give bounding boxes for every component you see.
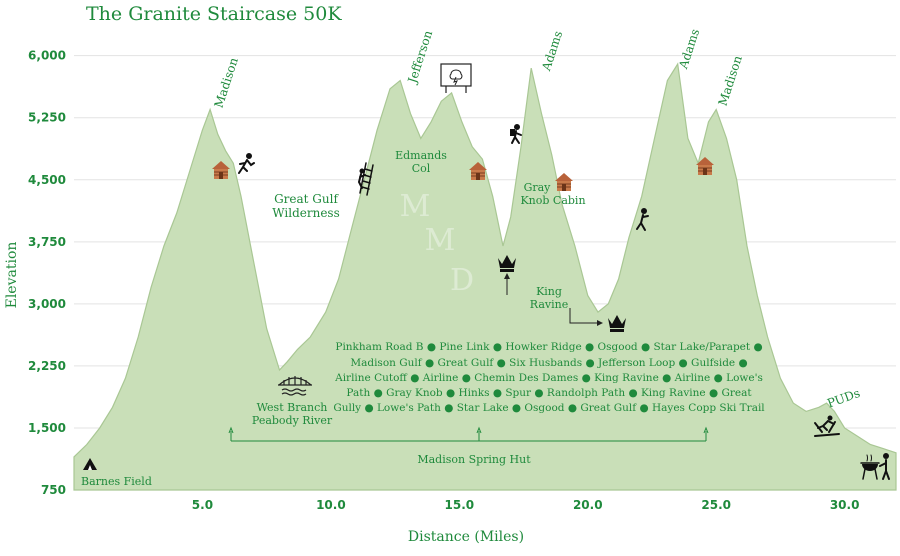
peak-label-madison-2: Madison (715, 54, 744, 108)
bridge-icon (278, 376, 312, 396)
weather-sign-icon (440, 63, 472, 93)
cabin-icon (469, 162, 487, 180)
cabin-icon (212, 161, 230, 179)
crown-icon (498, 255, 516, 272)
svg-text:Great Gulf: Great Gulf (274, 192, 339, 206)
y-axis-label: Elevation (4, 242, 20, 309)
x-axis-ticks: 5.0 10.0 15.0 20.0 25.0 30.0 (192, 498, 860, 512)
svg-text:Col: Col (412, 162, 431, 175)
y-tick-label: 750 (41, 483, 66, 497)
y-axis-ticks: 750 1,500 2,250 3,000 3,750 4,500 5,250 6,000 (28, 49, 66, 497)
x-tick-label: 20.0 (573, 498, 603, 512)
x-tick-label: 5.0 (192, 498, 213, 512)
y-tick-label: 2,250 (28, 359, 66, 373)
svg-text:Knob Cabin: Knob Cabin (520, 194, 585, 207)
cabin-icon (555, 173, 573, 191)
elevation-area-path (73, 62, 897, 491)
svg-text:King: King (536, 285, 562, 298)
grill-icon (860, 453, 890, 480)
peak-label-adams-1: Adams (539, 29, 565, 73)
madison-spring-hut-label: Madison Spring Hut (417, 453, 531, 466)
trail-line: Madison Gulf ● Great Gulf ● Six Husbands… (350, 357, 747, 369)
y-tick-label: 3,750 (28, 235, 66, 249)
edmands-col-label: Edmands Col (395, 149, 447, 175)
peak-label-madison-1: Madison (211, 56, 240, 110)
x-axis-label: Distance (Miles) (408, 529, 524, 545)
elevation-area (73, 62, 897, 491)
great-gulf-label: Great Gulf Wilderness (272, 192, 339, 220)
trail-line: Gully ● Lowe's Path ● Star Lake ● Osgood… (333, 402, 765, 414)
watermark: M M D (400, 189, 474, 298)
x-tick-label: 25.0 (701, 498, 731, 512)
y-tick-label: 5,250 (28, 111, 66, 125)
skier-icon (814, 415, 840, 437)
peak-label-jefferson: Jefferson (405, 28, 436, 86)
x-tick-label: 10.0 (316, 498, 346, 512)
svg-text:M: M (400, 189, 431, 224)
x-tick-label: 30.0 (830, 498, 860, 512)
y-tick-label: 3,000 (28, 297, 66, 311)
barnes-field-label: Barnes Field (81, 475, 152, 488)
svg-text:D: D (450, 263, 474, 298)
x-tick-label: 15.0 (445, 498, 475, 512)
crown-icon (608, 315, 626, 332)
trail-line: Pinkham Road B ● Pine Link ● Howker Ridg… (335, 341, 762, 353)
tent-icon (83, 458, 97, 470)
hut-bracket (228, 426, 709, 442)
svg-text:M: M (425, 223, 456, 258)
svg-text:Gray: Gray (524, 181, 552, 194)
y-tick-label: 6,000 (28, 49, 66, 63)
hiker-icon (510, 124, 522, 144)
trail-line: Airline Cutoff ● Airline ● Chemin Des Da… (334, 372, 763, 384)
y-tick-label: 1,500 (28, 421, 66, 435)
runner-icon (238, 153, 255, 174)
king-ravine-arrows (504, 273, 603, 326)
y-tick-label: 4,500 (28, 173, 66, 187)
chart-title: The Granite Staircase 50K (86, 3, 342, 25)
svg-text:Edmands: Edmands (395, 149, 447, 162)
king-ravine-label: King Ravine (530, 285, 568, 311)
west-branch-label: West Branch Peabody River (252, 401, 333, 427)
trail-list: Pinkham Road B ● Pine Link ● Howker Ridg… (333, 341, 765, 414)
puds-label: PUDs (825, 386, 862, 411)
hiker-icon (636, 208, 649, 231)
svg-text:Wilderness: Wilderness (272, 206, 339, 220)
gray-knob-cabin-label: Gray Knob Cabin (520, 181, 585, 207)
peak-label-adams-2: Adams (676, 27, 702, 71)
ladder-climber-icon (357, 162, 374, 196)
trail-line: Path ● Gray Knob ● Hinks ● Spur ● Randol… (346, 387, 752, 399)
svg-text:Peabody River: Peabody River (252, 414, 333, 427)
svg-text:West Branch: West Branch (257, 401, 328, 414)
svg-text:Ravine: Ravine (530, 298, 568, 311)
cabin-icon (696, 157, 714, 175)
